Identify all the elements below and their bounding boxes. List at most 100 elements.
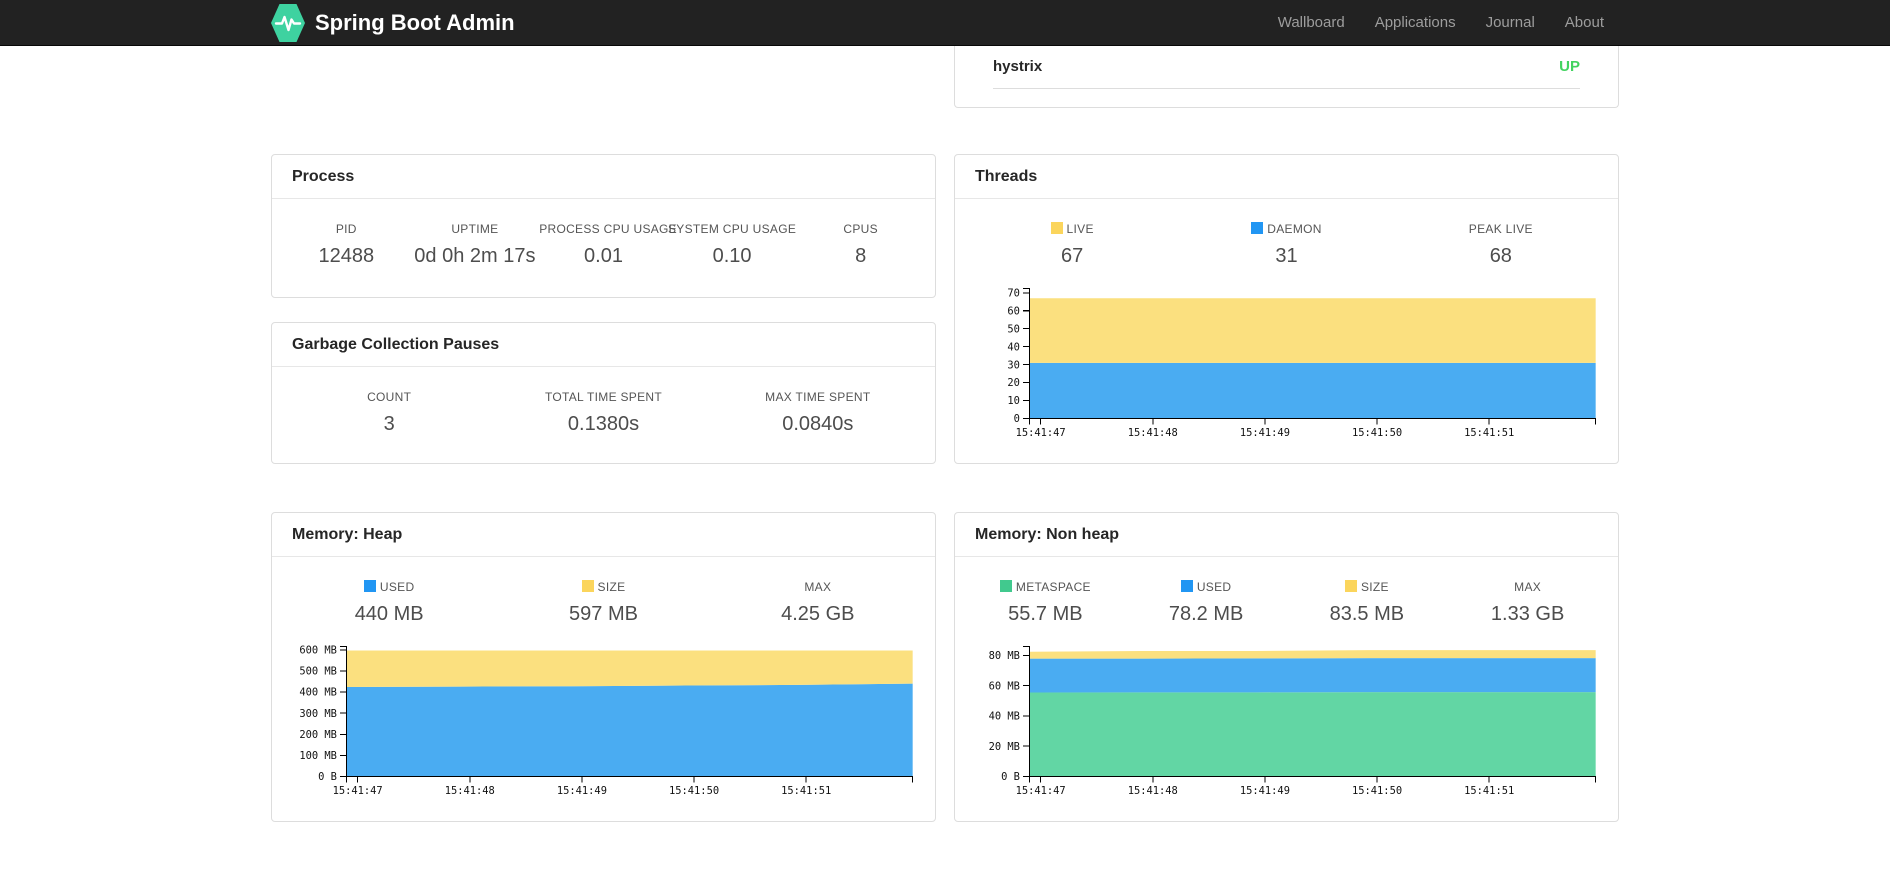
metric-label: TOTAL TIME SPENT <box>544 390 663 404</box>
legend-swatch-live <box>1050 222 1063 234</box>
memory-nonheap-card-title: Memory: Non heap <box>955 513 1618 557</box>
nav-item-applications[interactable]: Applications <box>1374 14 1456 31</box>
applications-card: hystrix UP <box>954 46 1619 108</box>
metric-label: UPTIME <box>451 222 499 236</box>
legend-value: 597 MB <box>569 603 638 625</box>
svg-text:15:41:47: 15:41:47 <box>333 785 383 797</box>
legend-label: USED <box>1126 580 1287 594</box>
legend-swatch-size <box>581 580 594 592</box>
metric-process-cpu-usage: PROCESS CPU USAGE 0.01 <box>539 222 677 268</box>
metric-label: COUNT <box>367 390 412 404</box>
legend-item-size: SIZE 83.5 MB <box>1287 580 1448 626</box>
legend-label: PEAK LIVE <box>1468 222 1533 236</box>
legend-label: SIZE <box>1287 580 1448 594</box>
metric-label: MAX TIME SPENT <box>765 390 871 404</box>
nav-item-journal[interactable]: Journal <box>1485 14 1535 31</box>
svg-text:10: 10 <box>1007 395 1020 407</box>
svg-text:15:41:49: 15:41:49 <box>1240 427 1290 439</box>
svg-text:15:41:47: 15:41:47 <box>1016 427 1066 439</box>
metric-gc-max-time: MAX TIME SPENT 0.0840s <box>711 390 925 436</box>
application-name: hystrix <box>993 58 1043 75</box>
nav-item-wallboard[interactable]: Wallboard <box>1277 14 1345 31</box>
metric-label: SYSTEM CPU USAGE <box>667 222 797 236</box>
svg-text:70: 70 <box>1007 287 1020 299</box>
process-card: Process PID 12488 UPTIME 0d 0h 2m 17s PR… <box>271 154 936 298</box>
svg-text:200 MB: 200 MB <box>299 729 337 741</box>
memory-nonheap-legend: METASPACE 55.7 MB USED 78.2 MB SIZE 83.5… <box>955 557 1618 626</box>
metric-pid: PID 12488 <box>282 222 411 268</box>
svg-text:60: 60 <box>1007 305 1020 317</box>
left-column-spacer <box>271 46 936 108</box>
svg-text:40: 40 <box>1007 341 1020 353</box>
metric-system-cpu-usage: SYSTEM CPU USAGE 0.10 <box>668 222 797 268</box>
metric-value: 0.10 <box>712 245 752 267</box>
legend-label: DAEMON <box>1179 222 1393 236</box>
legend-item-used: USED 78.2 MB <box>1126 580 1287 626</box>
metric-gc-total-time: TOTAL TIME SPENT 0.1380s <box>496 390 710 436</box>
metric-value: 0d 0h 2m 17s <box>414 245 536 267</box>
threads-card-title: Threads <box>955 155 1618 199</box>
legend-label: LIVE <box>965 222 1179 236</box>
navbar: Spring Boot Admin Wallboard Applications… <box>0 0 1890 46</box>
legend-label: USED <box>282 580 496 594</box>
legend-item-max: MAX 1.33 GB <box>1447 580 1608 626</box>
gc-metrics: COUNT 3 TOTAL TIME SPENT 0.1380s MAX TIM… <box>272 367 935 436</box>
legend-value: 67 <box>1061 245 1084 267</box>
metric-label: CPUS <box>843 222 878 236</box>
gc-card-title: Garbage Collection Pauses <box>272 323 935 367</box>
legend-value: 55.7 MB <box>1008 603 1083 625</box>
svg-text:60 MB: 60 MB <box>989 680 1020 692</box>
legend-swatch-metaspace <box>999 580 1012 592</box>
memory-nonheap-area-chart: 0 B 20 MB 40 MB 60 MB 80 MB 15:41:47 15:41:48 1… <box>989 645 1597 797</box>
legend-swatch-size <box>1344 580 1357 592</box>
svg-text:0: 0 <box>1014 413 1020 425</box>
svg-text:100 MB: 100 MB <box>299 750 337 762</box>
svg-text:15:41:51: 15:41:51 <box>1464 427 1514 439</box>
svg-text:20 MB: 20 MB <box>989 741 1020 753</box>
legend-label: MAX <box>804 580 832 594</box>
svg-text:40 MB: 40 MB <box>989 711 1020 723</box>
svg-text:15:41:48: 15:41:48 <box>1128 427 1178 439</box>
svg-text:0 B: 0 B <box>318 771 337 783</box>
legend-label: SIZE <box>496 580 710 594</box>
legend-value: 78.2 MB <box>1168 603 1244 625</box>
memory-heap-legend: USED 440 MB SIZE 597 MB MAX 4.25 GB <box>272 557 935 626</box>
process-card-title: Process <box>272 155 935 199</box>
metric-value: 8 <box>855 245 867 267</box>
legend-label: METASPACE <box>965 580 1126 594</box>
svg-text:15:41:49: 15:41:49 <box>1240 785 1290 797</box>
legend-value: 1.33 GB <box>1490 603 1565 625</box>
legend-value: 83.5 MB <box>1329 603 1405 625</box>
svg-text:15:41:48: 15:41:48 <box>445 785 495 797</box>
metric-cpus: CPUS 8 <box>796 222 925 268</box>
navbar-menu: Wallboard Applications Journal About <box>1263 14 1619 31</box>
metric-value: 0.01 <box>584 245 623 267</box>
brand-title: Spring Boot Admin <box>315 9 515 35</box>
garbage-collection-card: Garbage Collection Pauses COUNT 3 TOTAL … <box>271 322 936 464</box>
metric-uptime: UPTIME 0d 0h 2m 17s <box>411 222 540 268</box>
memory-heap-card-title: Memory: Heap <box>272 513 935 557</box>
metric-value: 0.0840s <box>782 413 854 435</box>
legend-label: MAX <box>1514 580 1542 594</box>
spring-boot-admin-logo-icon <box>271 3 305 42</box>
svg-text:600 MB: 600 MB <box>299 645 337 657</box>
nav-item-about[interactable]: About <box>1564 14 1604 31</box>
metric-value: 3 <box>383 413 395 435</box>
svg-text:15:41:51: 15:41:51 <box>1464 785 1514 797</box>
svg-text:15:41:50: 15:41:50 <box>1352 427 1402 439</box>
svg-text:20: 20 <box>1007 377 1020 389</box>
svg-text:400 MB: 400 MB <box>299 687 337 699</box>
legend-value: 4.25 GB <box>781 603 855 625</box>
memory-heap-area-chart: 0 B 100 MB 200 MB 300 MB 400 MB 500 MB 600 MB 1… <box>299 645 914 797</box>
metric-value: 0.1380s <box>567 413 640 435</box>
legend-item-daemon: DAEMON 31 <box>1179 222 1393 268</box>
process-metrics: PID 12488 UPTIME 0d 0h 2m 17s PROCESS CP… <box>272 199 935 268</box>
metric-label: PROCESS CPU USAGE <box>539 222 677 236</box>
legend-value: 68 <box>1489 245 1512 267</box>
legend-item-size: SIZE 597 MB <box>496 580 710 626</box>
svg-text:80 MB: 80 MB <box>989 650 1020 662</box>
legend-item-live: LIVE 67 <box>965 222 1179 268</box>
brand-link[interactable]: Spring Boot Admin <box>271 3 515 42</box>
svg-text:500 MB: 500 MB <box>299 666 337 678</box>
application-row-hystrix[interactable]: hystrix UP <box>993 46 1580 89</box>
